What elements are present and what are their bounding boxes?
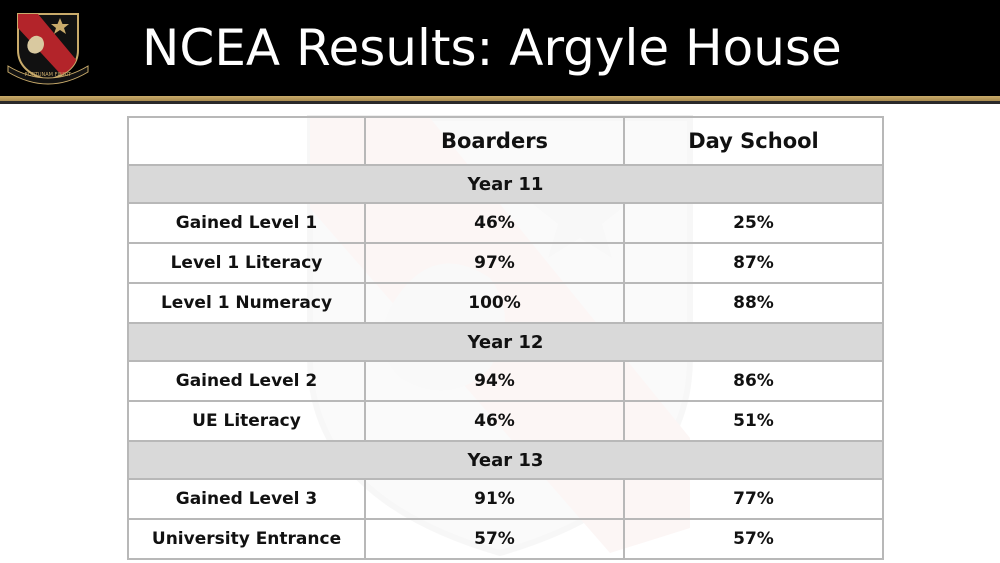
- results-table: Boarders Day School Year 11 Gained Level…: [127, 116, 884, 560]
- page-title: NCEA Results: Argyle House: [142, 19, 842, 77]
- boarders-value: 100%: [364, 282, 625, 324]
- column-header-blank: [127, 116, 366, 166]
- day-school-value: 77%: [623, 478, 884, 520]
- year-13-section-row: Year 13: [127, 440, 884, 480]
- table-row: University Entrance 57% 57%: [127, 518, 884, 560]
- year-11-section-row: Year 11: [127, 164, 884, 204]
- boarders-value: 97%: [364, 242, 625, 284]
- year-12-section-row: Year 12: [127, 322, 884, 362]
- logo-motto: FORTUNAM FINGIT: [25, 72, 72, 78]
- row-label: Gained Level 3: [127, 478, 366, 520]
- column-header-day-school: Day School: [623, 116, 884, 166]
- year-label: Year 12: [127, 322, 884, 362]
- table-row: Gained Level 3 91% 77%: [127, 478, 884, 520]
- header-dark-stripe: [0, 101, 1000, 104]
- row-label: UE Literacy: [127, 400, 366, 442]
- row-label: Level 1 Literacy: [127, 242, 366, 284]
- day-school-value: 51%: [623, 400, 884, 442]
- boarders-value: 91%: [364, 478, 625, 520]
- row-label: Level 1 Numeracy: [127, 282, 366, 324]
- table-row: Gained Level 1 46% 25%: [127, 202, 884, 244]
- day-school-value: 88%: [623, 282, 884, 324]
- school-crest-logo-icon: FORTUNAM FINGIT: [7, 13, 89, 85]
- year-label: Year 13: [127, 440, 884, 480]
- header-bar: [0, 0, 1000, 96]
- header-gold-stripe: [0, 96, 1000, 101]
- day-school-value: 57%: [623, 518, 884, 560]
- column-header-boarders: Boarders: [364, 116, 625, 166]
- year-label: Year 11: [127, 164, 884, 204]
- boarders-value: 46%: [364, 202, 625, 244]
- table-row: Level 1 Literacy 97% 87%: [127, 242, 884, 284]
- row-label: University Entrance: [127, 518, 366, 560]
- day-school-value: 87%: [623, 242, 884, 284]
- row-label: Gained Level 2: [127, 360, 366, 402]
- boarders-value: 46%: [364, 400, 625, 442]
- day-school-value: 25%: [623, 202, 884, 244]
- table-row: Level 1 Numeracy 100% 88%: [127, 282, 884, 324]
- day-school-value: 86%: [623, 360, 884, 402]
- boarders-value: 94%: [364, 360, 625, 402]
- table-row: Gained Level 2 94% 86%: [127, 360, 884, 402]
- table-header-row: Boarders Day School: [127, 116, 884, 166]
- table-row: UE Literacy 46% 51%: [127, 400, 884, 442]
- boarders-value: 57%: [364, 518, 625, 560]
- row-label: Gained Level 1: [127, 202, 366, 244]
